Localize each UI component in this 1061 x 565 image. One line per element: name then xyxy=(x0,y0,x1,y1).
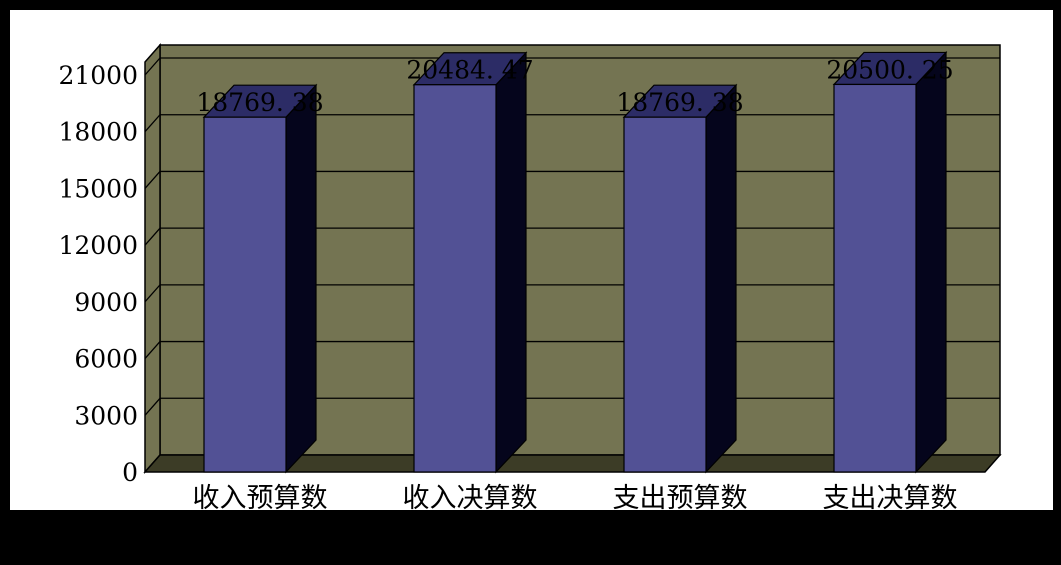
x-category-label: 支出决算数 xyxy=(823,483,958,514)
y-axis-ticks: 0 3000 6000 9000 12000 15000 18000 21000 xyxy=(58,61,138,487)
bar xyxy=(202,83,318,474)
bar-front xyxy=(203,116,287,473)
bar-side xyxy=(495,51,527,474)
bar-front xyxy=(833,83,917,473)
y-tick-label: 0 xyxy=(122,458,138,487)
gridline xyxy=(144,57,1000,76)
y-tick-label: 6000 xyxy=(74,345,138,374)
bar-side xyxy=(285,83,317,474)
bars: 18769. 38 20484. 47 18769. 38 20500. 25 xyxy=(196,50,954,474)
x-category-label: 收入决算数 xyxy=(403,483,538,514)
bar-value-label: 18769. 38 xyxy=(616,88,743,117)
bar-side xyxy=(915,50,947,474)
bar-value-label: 20484. 47 xyxy=(406,56,533,85)
bar-value-label: 20500. 25 xyxy=(826,55,953,84)
y-tick-label: 3000 xyxy=(74,401,138,430)
x-category-label: 收入预算数 xyxy=(193,483,328,514)
y-tick-label: 12000 xyxy=(58,231,138,260)
left-wall xyxy=(144,43,161,474)
bar-value-label: 18769. 38 xyxy=(196,88,323,117)
bar-front xyxy=(413,84,497,473)
bar-side xyxy=(705,83,737,474)
bar xyxy=(622,83,738,474)
bar xyxy=(832,50,948,474)
y-tick-label: 15000 xyxy=(58,174,138,203)
x-axis-categories: 收入预算数 收入决算数 支出预算数 支出决算数 xyxy=(193,483,958,514)
bar xyxy=(412,51,528,474)
bar-front xyxy=(623,116,707,473)
y-tick-label: 21000 xyxy=(58,61,138,90)
y-tick-label: 9000 xyxy=(74,288,138,317)
y-tick-label: 18000 xyxy=(58,118,138,147)
x-category-label: 支出预算数 xyxy=(613,483,748,514)
